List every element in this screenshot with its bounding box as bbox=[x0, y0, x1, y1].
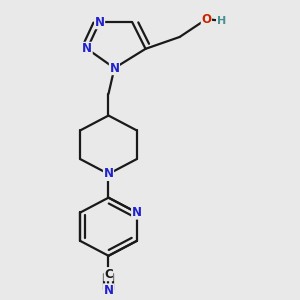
Text: N: N bbox=[132, 206, 142, 219]
Text: N: N bbox=[94, 16, 105, 28]
Text: N: N bbox=[82, 42, 92, 55]
Text: N: N bbox=[103, 284, 113, 297]
Text: N: N bbox=[110, 61, 119, 75]
Text: H: H bbox=[217, 16, 226, 26]
Text: O: O bbox=[201, 13, 211, 26]
Text: N: N bbox=[103, 167, 113, 181]
Text: C: C bbox=[104, 268, 113, 281]
